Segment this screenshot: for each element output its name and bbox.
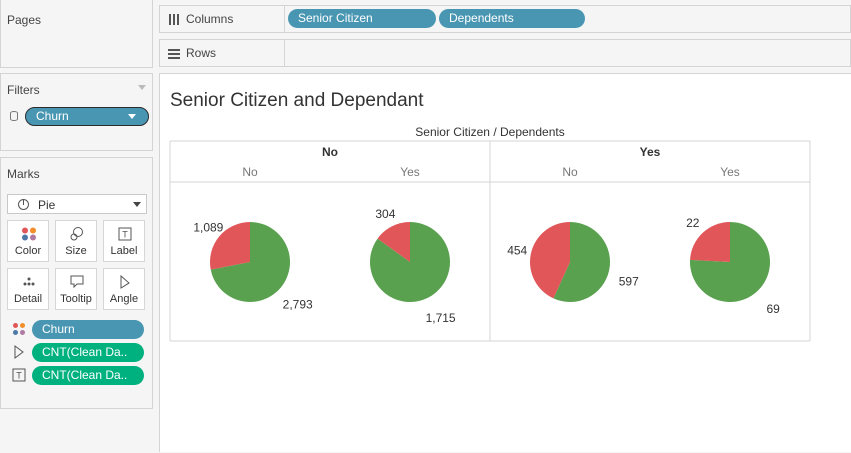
pie-slice-yes [210,222,250,270]
dependents-header: Yes [720,165,740,179]
label-encoding-icon: T [12,368,26,382]
detail-button-label: Detail [13,293,43,305]
svg-text:T: T [16,371,22,381]
rows-shelf[interactable]: Rows [159,39,851,67]
columns-pill-senior-citizen[interactable]: Senior Citizen [288,9,436,28]
pie-icon [18,199,29,210]
pie-label-no: 69 [767,302,781,316]
columns-title: Columns [186,12,234,26]
columns-pill-dependents[interactable]: Dependents [439,9,585,28]
color-button-label: Color [14,245,42,257]
tooltip-icon [70,275,84,289]
angle-icon [120,275,130,289]
shelf-divider [284,6,285,32]
angle-encoding-icon [14,345,24,359]
marks-pill-label[interactable]: CNT(Clean Da.. [32,366,144,385]
columns-pill-label: Dependents [449,11,514,25]
tooltip-button[interactable]: Tooltip [55,268,97,310]
mark-type-dropdown[interactable]: Pie [7,194,147,214]
angle-button[interactable]: Angle [103,268,145,310]
color-button[interactable]: Color [7,220,49,262]
label-button[interactable]: T Label [103,220,145,262]
pie-slice-yes [377,222,410,262]
dependents-header: Yes [400,165,420,179]
marks-pill-churn[interactable]: Churn [32,320,144,339]
dimension-icon [10,111,18,121]
filters-title: Filters [7,83,40,97]
marks-pill-label: CNT(Clean Da.. [42,368,128,382]
rows-icon [168,49,180,59]
marks-pill-label: CNT(Clean Da.. [42,345,128,359]
pages-title: Pages [7,13,42,27]
label-button-label: Label [110,245,138,257]
senior-citizen-header: No [322,145,338,159]
marks-card: Marks Pie Color Size T Label [0,157,153,409]
filters-menu-icon[interactable] [138,85,146,90]
angle-button-label: Angle [109,293,139,305]
pie-slice-yes [690,222,730,262]
columns-shelf[interactable]: Columns Senior Citizen Dependents [159,5,851,33]
label-icon: T [118,227,132,241]
dependents-header: No [242,165,258,179]
pie-slice-no [553,222,610,302]
size-icon [70,227,83,241]
pie-label-no: 597 [619,274,639,288]
pie-label-no: 2,793 [283,297,313,311]
color-icon [22,227,36,241]
marks-pill-angle[interactable]: CNT(Clean Da.. [32,343,144,362]
left-panel: Pages Filters Churn Marks Pie Color [0,0,153,452]
pie-label-yes: 1,089 [193,221,223,235]
columns-pill-label: Senior Citizen [298,11,373,25]
color-encoding-icon [13,323,25,335]
pie-slice-no [210,222,290,302]
rows-title: Rows [186,46,217,60]
detail-button[interactable]: Detail [7,268,49,310]
shelf-divider [284,40,285,66]
column-header-title: Senior Citizen / Dependents [415,125,564,139]
marks-title: Marks [7,167,40,181]
filter-pill-churn[interactable]: Churn [25,107,149,126]
pie-label-yes: 22 [686,216,700,230]
tooltip-button-label: Tooltip [60,293,92,305]
pie-slice-no [690,222,771,302]
size-button-label: Size [65,245,87,257]
filter-pill-label: Churn [36,109,69,123]
pages-card[interactable]: Pages [0,0,153,68]
chevron-down-icon[interactable] [133,202,141,207]
pie-chart: Senior Citizen / Dependents No No 1,089 2,7… [169,125,811,342]
columns-icon [169,14,179,25]
marks-pill-label: Churn [42,322,75,336]
pie-label-yes: 304 [375,207,395,221]
worksheet-view: Senior Citizen and Dependant Senior Citi… [159,73,851,452]
filters-card[interactable]: Filters Churn [0,73,153,151]
size-button[interactable]: Size [55,220,97,262]
mark-type-label: Pie [38,198,56,212]
worksheet-title: Senior Citizen and Dependant [170,90,424,111]
senior-citizen-header: Yes [640,145,661,159]
pie-label-yes: 454 [507,244,527,258]
detail-icon [23,277,35,286]
dependents-header: No [562,165,578,179]
svg-text:T: T [122,230,128,240]
pie-slice-yes [529,222,570,299]
pie-label-no: 1,715 [426,311,456,325]
chevron-down-icon[interactable] [128,114,136,119]
